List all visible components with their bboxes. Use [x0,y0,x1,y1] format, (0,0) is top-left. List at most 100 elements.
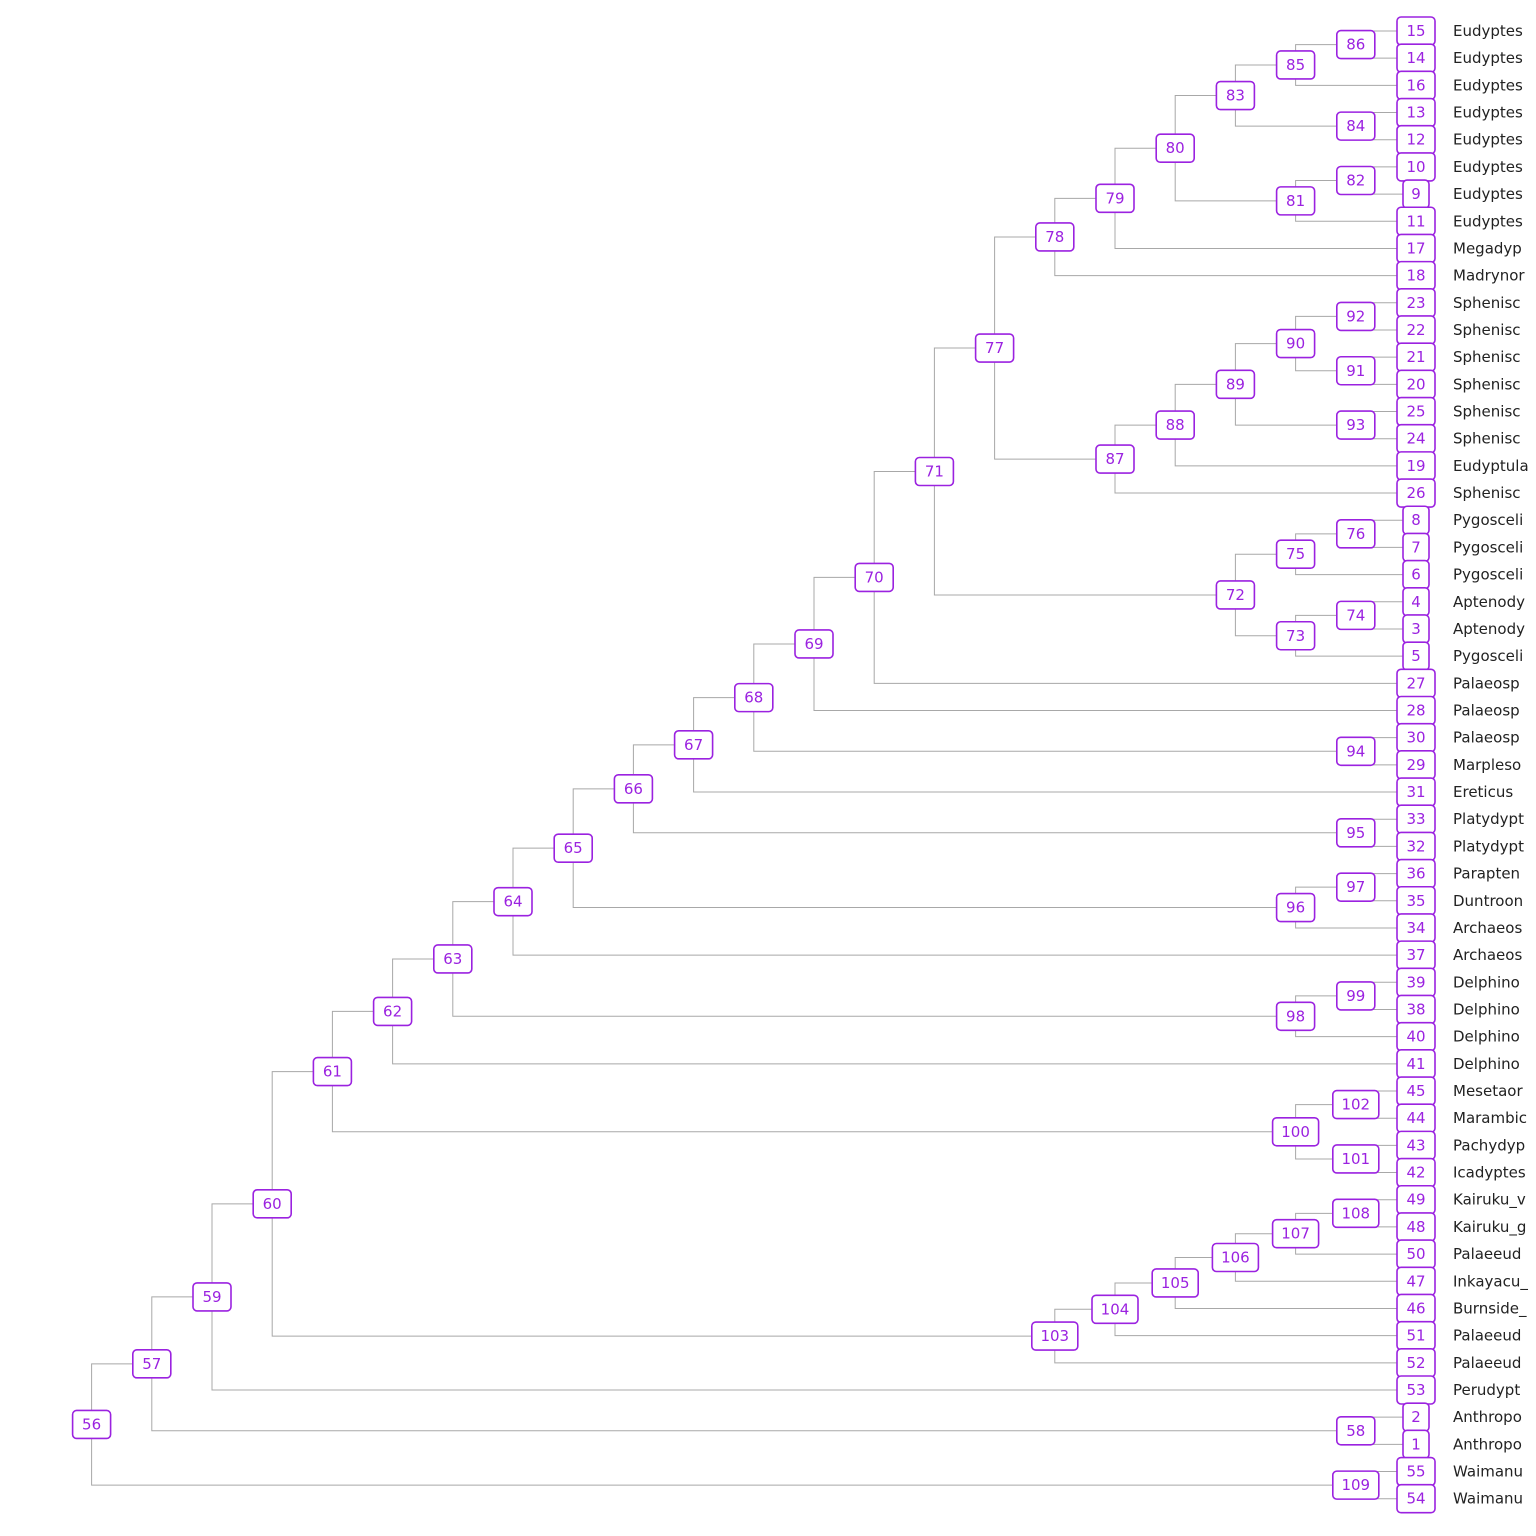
node-84[interactable]: 84 [1336,111,1376,141]
tip-node-34[interactable]: 34 [1396,913,1436,943]
node-76[interactable]: 76 [1336,519,1376,549]
node-106[interactable]: 106 [1211,1242,1260,1273]
tip-node-35[interactable]: 35 [1396,885,1436,916]
node-88[interactable]: 88 [1155,410,1195,440]
tip-node-10[interactable]: 10 [1396,152,1436,182]
tip-node-3[interactable]: 3 [1402,614,1430,644]
tip-node-51[interactable]: 51 [1396,1320,1436,1351]
node-99[interactable]: 99 [1336,981,1376,1011]
tip-node-16[interactable]: 16 [1396,70,1436,101]
tip-node-52[interactable]: 52 [1396,1348,1436,1378]
tip-node-43[interactable]: 43 [1396,1130,1436,1161]
tip-node-31[interactable]: 31 [1396,777,1436,807]
tip-node-26[interactable]: 26 [1396,478,1436,508]
tip-node-49[interactable]: 49 [1396,1184,1436,1215]
node-58[interactable]: 58 [1336,1415,1376,1446]
tip-node-41[interactable]: 41 [1396,1049,1436,1079]
tip-node-21[interactable]: 21 [1396,342,1436,372]
tip-node-15[interactable]: 15 [1396,16,1436,46]
node-71[interactable]: 71 [914,456,955,487]
tip-node-8[interactable]: 8 [1402,505,1430,536]
tip-node-18[interactable]: 18 [1396,260,1436,291]
node-80[interactable]: 80 [1155,133,1195,164]
tip-node-54[interactable]: 54 [1396,1483,1436,1514]
tip-node-33[interactable]: 33 [1396,804,1436,835]
node-87[interactable]: 87 [1095,444,1135,474]
tip-node-5[interactable]: 5 [1402,641,1430,671]
node-96[interactable]: 96 [1275,892,1316,923]
node-85[interactable]: 85 [1275,50,1316,80]
tip-node-46[interactable]: 46 [1396,1293,1436,1324]
node-86[interactable]: 86 [1336,29,1376,60]
tip-node-4[interactable]: 4 [1402,586,1430,617]
node-60[interactable]: 60 [252,1189,292,1219]
node-90[interactable]: 90 [1275,328,1316,359]
tip-node-37[interactable]: 37 [1396,940,1436,970]
tip-node-47[interactable]: 47 [1396,1266,1436,1297]
node-74[interactable]: 74 [1336,600,1376,631]
node-59[interactable]: 59 [192,1282,232,1312]
node-101[interactable]: 101 [1332,1144,1380,1174]
node-57[interactable]: 57 [132,1349,172,1379]
node-62[interactable]: 62 [372,996,413,1027]
node-92[interactable]: 92 [1336,301,1376,332]
node-56[interactable]: 56 [71,1409,112,1440]
node-73[interactable]: 73 [1275,620,1316,651]
node-79[interactable]: 79 [1095,183,1135,214]
tip-node-32[interactable]: 32 [1396,831,1436,862]
tip-node-39[interactable]: 39 [1396,967,1436,998]
node-91[interactable]: 91 [1336,355,1376,386]
tip-node-24[interactable]: 24 [1396,423,1436,454]
tip-node-23[interactable]: 23 [1396,287,1436,318]
node-95[interactable]: 95 [1336,818,1376,848]
tip-node-29[interactable]: 29 [1396,750,1436,780]
tip-node-20[interactable]: 20 [1396,369,1436,400]
node-93[interactable]: 93 [1336,410,1376,440]
tip-node-48[interactable]: 48 [1396,1212,1436,1242]
node-65[interactable]: 65 [553,833,594,863]
node-109[interactable]: 109 [1332,1470,1380,1500]
node-104[interactable]: 104 [1091,1294,1139,1325]
node-97[interactable]: 97 [1336,872,1376,902]
node-75[interactable]: 75 [1275,539,1316,570]
node-61[interactable]: 61 [312,1056,353,1087]
tip-node-1[interactable]: 1 [1402,1429,1430,1460]
node-100[interactable]: 100 [1271,1116,1320,1147]
node-70[interactable]: 70 [854,562,895,593]
node-66[interactable]: 66 [613,774,654,804]
tip-node-44[interactable]: 44 [1396,1103,1436,1133]
tip-node-7[interactable]: 7 [1402,532,1430,563]
tip-node-40[interactable]: 40 [1396,1021,1436,1052]
node-82[interactable]: 82 [1336,165,1376,196]
tip-node-28[interactable]: 28 [1396,695,1436,726]
node-77[interactable]: 77 [974,333,1015,363]
node-81[interactable]: 81 [1275,186,1316,216]
tip-node-38[interactable]: 38 [1396,994,1436,1025]
tip-node-19[interactable]: 19 [1396,451,1436,481]
tip-node-11[interactable]: 11 [1396,206,1436,237]
tip-node-12[interactable]: 12 [1396,124,1436,155]
tip-node-6[interactable]: 6 [1402,559,1430,590]
tip-node-50[interactable]: 50 [1396,1239,1436,1269]
tip-node-14[interactable]: 14 [1396,43,1436,73]
node-94[interactable]: 94 [1336,736,1376,767]
node-67[interactable]: 67 [673,730,714,760]
node-83[interactable]: 83 [1215,80,1256,111]
node-72[interactable]: 72 [1215,580,1256,610]
node-102[interactable]: 102 [1332,1089,1380,1120]
tip-node-2[interactable]: 2 [1402,1402,1430,1432]
node-103[interactable]: 103 [1031,1321,1079,1351]
node-105[interactable]: 105 [1151,1268,1199,1298]
tip-node-42[interactable]: 42 [1396,1157,1436,1188]
node-68[interactable]: 68 [733,682,774,713]
tip-node-30[interactable]: 30 [1396,722,1436,753]
node-64[interactable]: 64 [493,886,533,917]
node-63[interactable]: 63 [432,944,473,974]
tip-node-53[interactable]: 53 [1396,1375,1436,1405]
node-78[interactable]: 78 [1035,222,1075,252]
node-107[interactable]: 107 [1271,1218,1320,1249]
node-89[interactable]: 89 [1215,369,1256,400]
node-98[interactable]: 98 [1275,1001,1316,1032]
tip-node-36[interactable]: 36 [1396,858,1436,889]
tip-node-9[interactable]: 9 [1402,179,1430,209]
